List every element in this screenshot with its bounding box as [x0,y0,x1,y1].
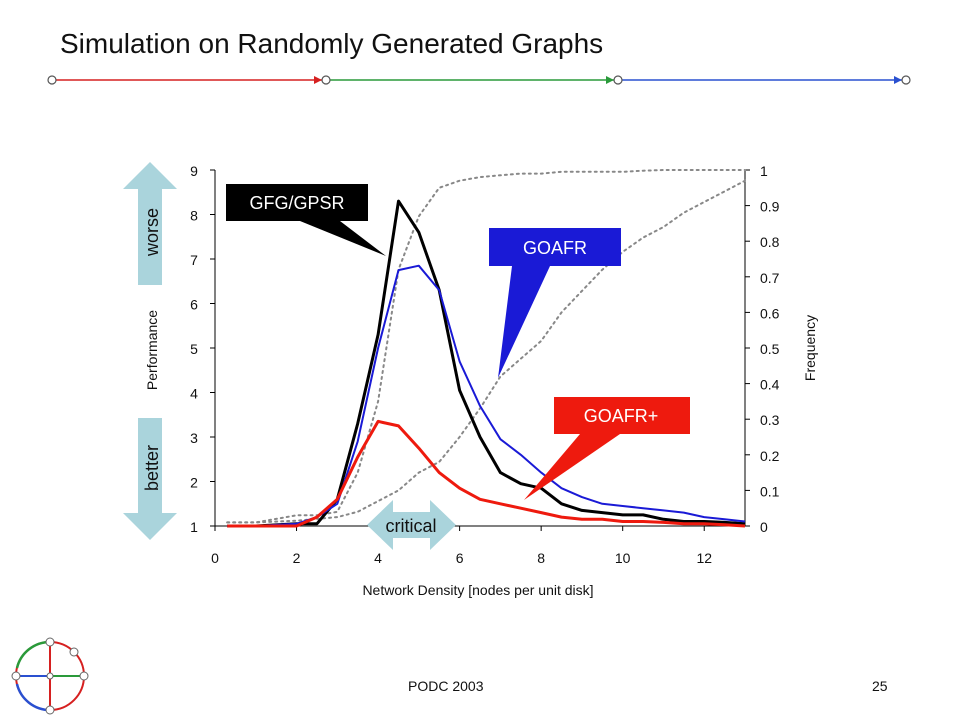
x-tick-label: 6 [456,550,464,566]
y-tick-label: 4 [190,386,198,402]
y-tick-label: 2 [190,475,198,491]
y-tick-label: 9 [190,163,198,179]
y2-tick-label: 0.1 [760,483,780,499]
y2-tick-label: 0.5 [760,341,780,357]
slide-page-number: 25 [872,678,888,694]
series-line-goafr [227,264,746,527]
y2-axis-label: Frequency [802,315,818,381]
divider-arrow-red [314,76,322,84]
divider-node [613,75,623,85]
y-tick-label: 7 [190,252,198,268]
gfg-callout-label: GFG/GPSR [249,193,344,213]
divider-node [321,75,331,85]
y2-tick-label: 0.7 [760,270,780,286]
goafr-plus-callout-label: GOAFR+ [584,406,659,426]
y2-tick-label: 0.4 [760,377,780,393]
x-tick-label: 4 [374,550,382,566]
y-tick-label: 8 [190,208,198,224]
frequency-line-2 [226,179,746,524]
better-label: better [142,445,162,491]
better-arrow [123,418,177,540]
gfg-callout: GFG/GPSR [226,184,386,256]
performance-lines [227,199,746,528]
y2-tick-label: 0.9 [760,199,780,215]
y2-tick-label: 0 [760,519,768,535]
institution-logo [11,637,89,715]
x-tick-label: 8 [537,550,545,566]
y2-tick-label: 0.6 [760,305,780,321]
y2-tick-label: 0.3 [760,412,780,428]
y-tick-label: 6 [190,297,198,313]
x-tick-label: 0 [211,550,219,566]
slide-title: Simulation on Randomly Generated Graphs [60,28,604,59]
y2-tick-label: 0.2 [760,448,780,464]
goafr-callout: GOAFR [489,228,621,378]
divider-node [47,75,57,85]
x-tick-label: 12 [696,550,712,566]
worse-arrow [123,162,177,285]
divider-node [901,75,911,85]
x-tick-label: 10 [615,550,631,566]
goafr-plus-callout: GOAFR+ [524,397,690,500]
divider-arrow-blue [894,76,902,84]
title-divider [47,75,911,85]
x-tick-label: 2 [293,550,301,566]
frequency-line-1 [226,169,746,524]
y-axis-label: Performance [144,310,160,390]
series-line-goafr [227,419,746,528]
y-tick-label: 5 [190,341,198,357]
series-line-gfg-gpsr [227,199,746,528]
divider-arrow-green [606,76,614,84]
critical-arrow [367,500,456,550]
y2-tick-label: 1 [760,163,768,179]
footer-conference: PODC 2003 [408,678,484,694]
x-axis-label: Network Density [nodes per unit disk] [362,582,593,598]
critical-label: critical [385,516,436,536]
frequency-lines [226,169,746,524]
y-tick-label: 1 [190,519,198,535]
y2-tick-label: 0.8 [760,234,780,250]
y-tick-label: 3 [190,430,198,446]
worse-label: worse [142,208,162,257]
goafr-callout-label: GOAFR [523,238,587,258]
